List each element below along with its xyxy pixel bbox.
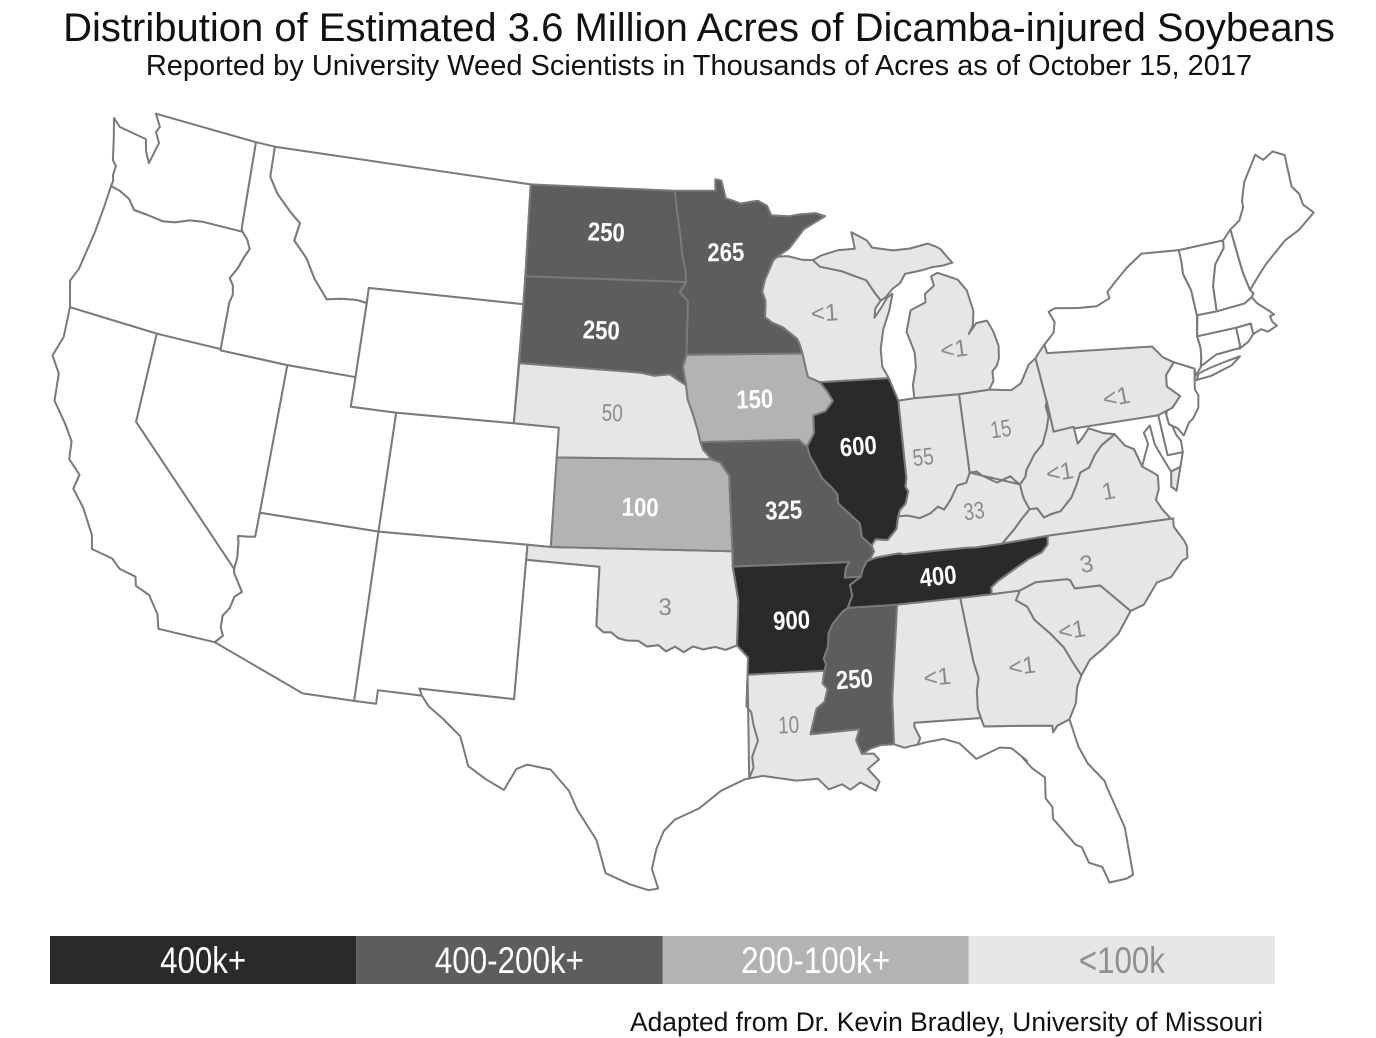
svg-text:400: 400 [918, 559, 958, 593]
svg-text:<1: <1 [939, 334, 970, 364]
svg-text:15: 15 [989, 415, 1014, 445]
svg-text:55: 55 [911, 443, 935, 472]
svg-text:<1: <1 [1044, 457, 1075, 488]
svg-text:<1: <1 [1100, 382, 1132, 414]
svg-text:<1: <1 [810, 299, 839, 328]
svg-text:600: 600 [839, 430, 878, 463]
svg-text:250: 250 [582, 314, 620, 345]
svg-text:Distribution of Estimated 3.6: Distribution of Estimated 3.6 Million Ac… [63, 6, 1335, 50]
svg-text:<1: <1 [1007, 651, 1038, 681]
svg-text:100: 100 [621, 492, 659, 523]
svg-text:325: 325 [764, 494, 802, 526]
svg-text:<1: <1 [922, 663, 952, 693]
svg-text:33: 33 [962, 497, 986, 526]
svg-text:3: 3 [658, 594, 672, 621]
svg-text:Reported by University Weed Sc: Reported by University Weed Scientists i… [146, 50, 1252, 82]
svg-text:<100k: <100k [1079, 940, 1165, 981]
svg-text:3: 3 [1078, 550, 1096, 579]
svg-text:400-200k+: 400-200k+ [435, 940, 584, 981]
svg-text:150: 150 [736, 383, 774, 414]
svg-text:50: 50 [601, 400, 623, 428]
svg-text:400k+: 400k+ [160, 940, 246, 981]
svg-text:200-100k+: 200-100k+ [741, 940, 890, 981]
svg-text:Adapted from Dr. Kevin Bradley: Adapted from Dr. Kevin Bradley, Universi… [630, 1007, 1263, 1037]
svg-text:<1: <1 [1056, 615, 1087, 646]
svg-text:10: 10 [778, 712, 800, 740]
svg-text:1: 1 [1100, 477, 1118, 506]
svg-text:265: 265 [707, 237, 745, 268]
svg-text:900: 900 [772, 604, 810, 636]
svg-text:250: 250 [587, 216, 625, 247]
svg-text:250: 250 [835, 663, 874, 696]
